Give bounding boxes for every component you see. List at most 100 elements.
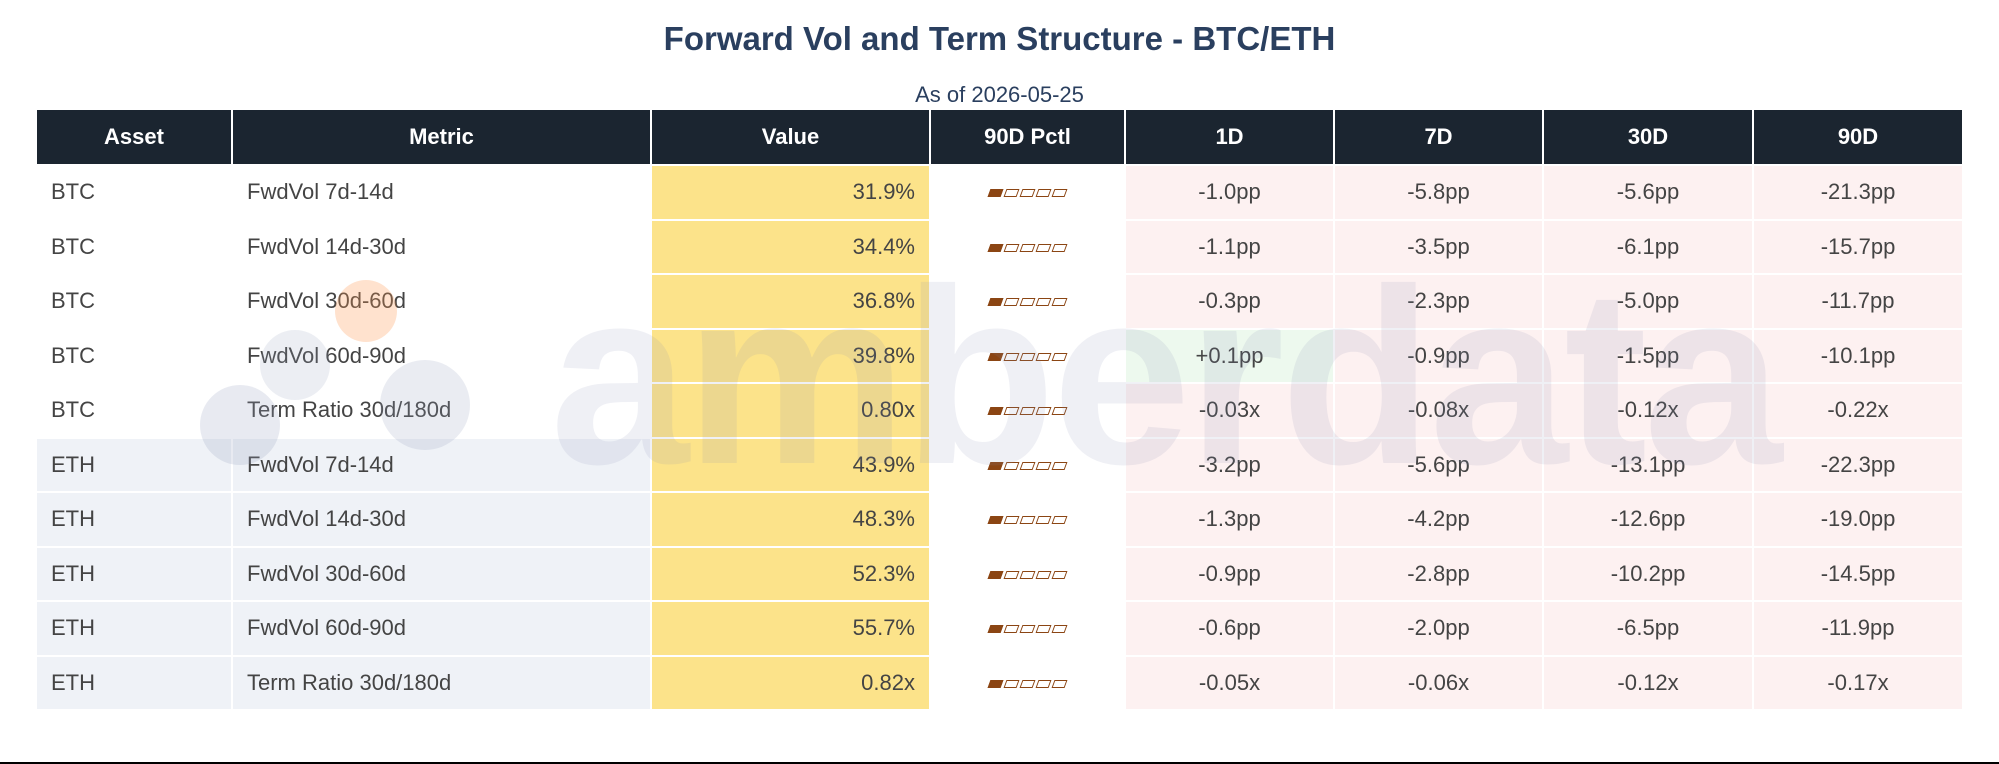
percentile-segment (1003, 516, 1020, 525)
percentile-segment (1019, 298, 1036, 307)
percentile-segment (987, 679, 1004, 688)
percentile-segment (987, 625, 1004, 634)
percentile-segment (1051, 243, 1068, 252)
column-header-7d: 7D (1333, 110, 1543, 165)
cell-change-d30: -1.5pp (1542, 327, 1753, 383)
percentile-segment (1035, 352, 1052, 361)
cell-90d-pctl (929, 218, 1125, 274)
percentile-segment (1051, 189, 1068, 198)
cell-change-d30: -0.12x (1542, 382, 1753, 438)
percentile-segment (1019, 570, 1036, 579)
column-header-1d: 1D (1124, 110, 1334, 165)
table-row: BTC FwdVol 30d-60d 36.8% -0.3pp -2.3pp -5.0pp… (37, 273, 1962, 329)
cell-metric: FwdVol 14d-30d (231, 218, 651, 274)
cell-value: 39.8% (650, 327, 930, 383)
cell-change-d1: -0.9pp (1124, 545, 1334, 601)
percentile-segment (1003, 189, 1020, 198)
percentile-segment (987, 298, 1004, 307)
cell-90d-pctl (929, 545, 1125, 601)
cell-change-d7: -0.9pp (1333, 327, 1543, 383)
cell-asset: ETH (37, 654, 232, 709)
percentile-segment (1035, 298, 1052, 307)
percentile-segment (987, 243, 1004, 252)
cell-change-d7: -0.06x (1333, 654, 1543, 709)
cell-metric: FwdVol 60d-90d (231, 327, 651, 383)
table-header-row: Asset Metric Value 90D Pctl 1D 7D 30D 90… (37, 110, 1962, 165)
percentile-segment (1019, 461, 1036, 470)
cell-metric: FwdVol 60d-90d (231, 600, 651, 656)
cell-metric: Term Ratio 30d/180d (231, 382, 651, 438)
percentile-bar (987, 625, 1068, 634)
cell-change-d1: -0.03x (1124, 382, 1334, 438)
cell-change-d30: -5.0pp (1542, 273, 1753, 329)
cell-metric: FwdVol 7d-14d (231, 164, 651, 220)
percentile-segment (1035, 570, 1052, 579)
column-header-30d: 30D (1542, 110, 1753, 165)
cell-change-d90: -10.1pp (1752, 327, 1962, 383)
cell-change-d30: -12.6pp (1542, 491, 1753, 547)
percentile-segment (1019, 189, 1036, 198)
table-row: ETH FwdVol 60d-90d 55.7% -0.6pp -2.0pp -6.5pp… (37, 600, 1962, 656)
percentile-segment (987, 352, 1004, 361)
cell-change-d90: -0.22x (1752, 382, 1962, 438)
percentile-bar (987, 516, 1068, 525)
cell-change-d30: -10.2pp (1542, 545, 1753, 601)
percentile-bar (987, 243, 1068, 252)
cell-change-d90: -11.9pp (1752, 600, 1962, 656)
cell-change-d90: -21.3pp (1752, 164, 1962, 220)
percentile-segment (1003, 625, 1020, 634)
table-body: BTC FwdVol 7d-14d 31.9% -1.0pp -5.8pp -5.6pp -… (37, 164, 1962, 709)
column-header-metric: Metric (231, 110, 651, 165)
cell-metric: FwdVol 30d-60d (231, 545, 651, 601)
cell-change-d30: -0.12x (1542, 654, 1753, 709)
table-row: ETH FwdVol 30d-60d 52.3% -0.9pp -2.8pp -10.2p… (37, 545, 1962, 601)
cell-change-d90: -11.7pp (1752, 273, 1962, 329)
percentile-bar (987, 570, 1068, 579)
cell-change-d1: -1.3pp (1124, 491, 1334, 547)
cell-change-d90: -0.17x (1752, 654, 1962, 709)
cell-asset: BTC (37, 218, 232, 274)
percentile-segment (987, 570, 1004, 579)
cell-metric: Term Ratio 30d/180d (231, 654, 651, 709)
percentile-segment (1051, 461, 1068, 470)
cell-asset: BTC (37, 327, 232, 383)
cell-change-d90: -22.3pp (1752, 436, 1962, 492)
cell-change-d30: -6.5pp (1542, 600, 1753, 656)
percentile-segment (1035, 243, 1052, 252)
percentile-bar (987, 298, 1068, 307)
cell-90d-pctl (929, 382, 1125, 438)
table-row: ETH FwdVol 14d-30d 48.3% -1.3pp -4.2pp -12.6p… (37, 491, 1962, 547)
cell-value: 31.9% (650, 164, 930, 220)
percentile-segment (1035, 625, 1052, 634)
cell-asset: ETH (37, 436, 232, 492)
cell-change-d1: +0.1pp (1124, 327, 1334, 383)
cell-value: 34.4% (650, 218, 930, 274)
table-row: ETH Term Ratio 30d/180d 0.82x -0.05x -0.06x -… (37, 654, 1962, 709)
percentile-segment (1035, 516, 1052, 525)
table-row: BTC FwdVol 60d-90d 39.8% +0.1pp -0.9pp -1.5pp… (37, 327, 1962, 383)
cell-change-d7: -5.8pp (1333, 164, 1543, 220)
percentile-segment (1003, 461, 1020, 470)
percentile-segment (1051, 570, 1068, 579)
percentile-bar (987, 352, 1068, 361)
percentile-bar (987, 461, 1068, 470)
cell-value: 55.7% (650, 600, 930, 656)
percentile-segment (1003, 243, 1020, 252)
percentile-segment (987, 407, 1004, 416)
table-row: BTC FwdVol 14d-30d 34.4% -1.1pp -3.5pp -6.1pp… (37, 218, 1962, 274)
cell-change-d90: -14.5pp (1752, 545, 1962, 601)
column-header-90d: 90D (1752, 110, 1962, 165)
cell-change-d30: -6.1pp (1542, 218, 1753, 274)
cell-value: 52.3% (650, 545, 930, 601)
percentile-segment (1003, 352, 1020, 361)
percentile-segment (987, 189, 1004, 198)
cell-asset: ETH (37, 545, 232, 601)
cell-change-d1: -0.3pp (1124, 273, 1334, 329)
chart-subtitle: As of 2026-05-25 (915, 82, 1084, 107)
percentile-segment (1051, 516, 1068, 525)
cell-90d-pctl (929, 327, 1125, 383)
cell-90d-pctl (929, 164, 1125, 220)
percentile-segment (987, 516, 1004, 525)
percentile-segment (1035, 461, 1052, 470)
cell-metric: FwdVol 14d-30d (231, 491, 651, 547)
